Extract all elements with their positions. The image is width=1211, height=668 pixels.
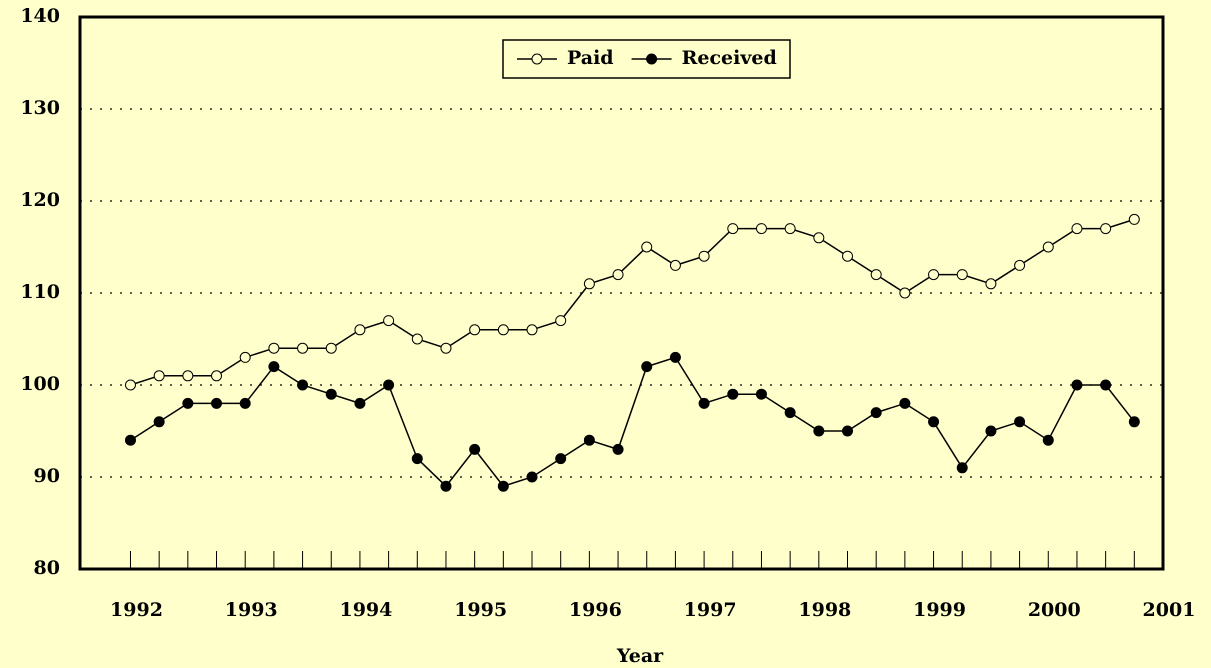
x-tick-label: 2000	[1028, 599, 1081, 621]
point	[698, 397, 710, 409]
point	[325, 388, 337, 400]
x-tick-label: 1995	[454, 599, 507, 621]
point	[870, 407, 882, 419]
point	[956, 462, 968, 474]
point	[899, 287, 911, 299]
point	[583, 434, 595, 446]
point	[383, 379, 395, 391]
point	[641, 361, 653, 373]
point	[239, 397, 251, 409]
point	[1014, 259, 1026, 271]
point	[899, 397, 911, 409]
point	[1042, 434, 1054, 446]
point	[153, 416, 165, 428]
x-axis-label: Year	[616, 645, 664, 667]
legend-marker	[646, 53, 658, 65]
point	[526, 471, 538, 483]
point	[153, 370, 165, 382]
point	[1128, 213, 1140, 225]
x-tick-label: 1992	[110, 599, 163, 621]
y-tick-label: 130	[20, 97, 60, 119]
point	[1014, 416, 1026, 428]
point	[268, 342, 280, 354]
point	[239, 351, 251, 363]
point	[612, 443, 624, 455]
x-tick-label: 1996	[569, 599, 622, 621]
point	[440, 342, 452, 354]
point	[870, 269, 882, 281]
point	[669, 351, 681, 363]
point	[727, 223, 739, 235]
point	[497, 324, 509, 336]
point	[182, 397, 194, 409]
series-line	[130, 356, 1135, 488]
point	[985, 278, 997, 290]
y-tick-label: 140	[20, 5, 60, 27]
point	[928, 416, 940, 428]
legend-label: Paid	[567, 47, 614, 69]
point	[1100, 379, 1112, 391]
legend-label: Received	[682, 47, 777, 69]
point	[813, 232, 825, 244]
point	[755, 388, 767, 400]
point	[325, 342, 337, 354]
point	[583, 278, 595, 290]
x-tick-label: 2001	[1143, 599, 1196, 621]
point	[842, 250, 854, 262]
point	[842, 425, 854, 437]
x-tick-label: 1994	[339, 599, 392, 621]
point	[1071, 223, 1083, 235]
point	[784, 407, 796, 419]
point	[383, 315, 395, 327]
point	[268, 361, 280, 373]
point	[297, 379, 309, 391]
point	[497, 480, 509, 492]
point	[182, 370, 194, 382]
point	[985, 425, 997, 437]
point	[1128, 416, 1140, 428]
x-tick-label: 1998	[798, 599, 851, 621]
point	[698, 250, 710, 262]
point	[526, 324, 538, 336]
point	[727, 388, 739, 400]
y-tick-label: 110	[20, 281, 60, 303]
point	[755, 223, 767, 235]
point	[1042, 241, 1054, 253]
y-tick-label: 90	[34, 465, 60, 487]
point	[956, 269, 968, 281]
y-tick-label: 120	[20, 189, 60, 211]
legend-marker	[531, 53, 543, 65]
point	[669, 259, 681, 271]
x-tick-label: 1999	[913, 599, 966, 621]
point	[124, 379, 136, 391]
point	[440, 480, 452, 492]
point	[641, 241, 653, 253]
point	[211, 397, 223, 409]
point	[469, 324, 481, 336]
point	[124, 434, 136, 446]
point	[411, 453, 423, 465]
y-tick-label: 80	[34, 557, 60, 579]
point	[1100, 223, 1112, 235]
point	[354, 324, 366, 336]
point	[1071, 379, 1083, 391]
point	[354, 397, 366, 409]
point	[211, 370, 223, 382]
point	[813, 425, 825, 437]
point	[784, 223, 796, 235]
y-tick-label: 100	[20, 373, 60, 395]
point	[555, 453, 567, 465]
x-tick-label: 1993	[225, 599, 278, 621]
point	[297, 342, 309, 354]
point	[928, 269, 940, 281]
point	[555, 315, 567, 327]
point	[469, 443, 481, 455]
x-tick-label: 1997	[684, 599, 737, 621]
point	[612, 269, 624, 281]
point	[411, 333, 423, 345]
